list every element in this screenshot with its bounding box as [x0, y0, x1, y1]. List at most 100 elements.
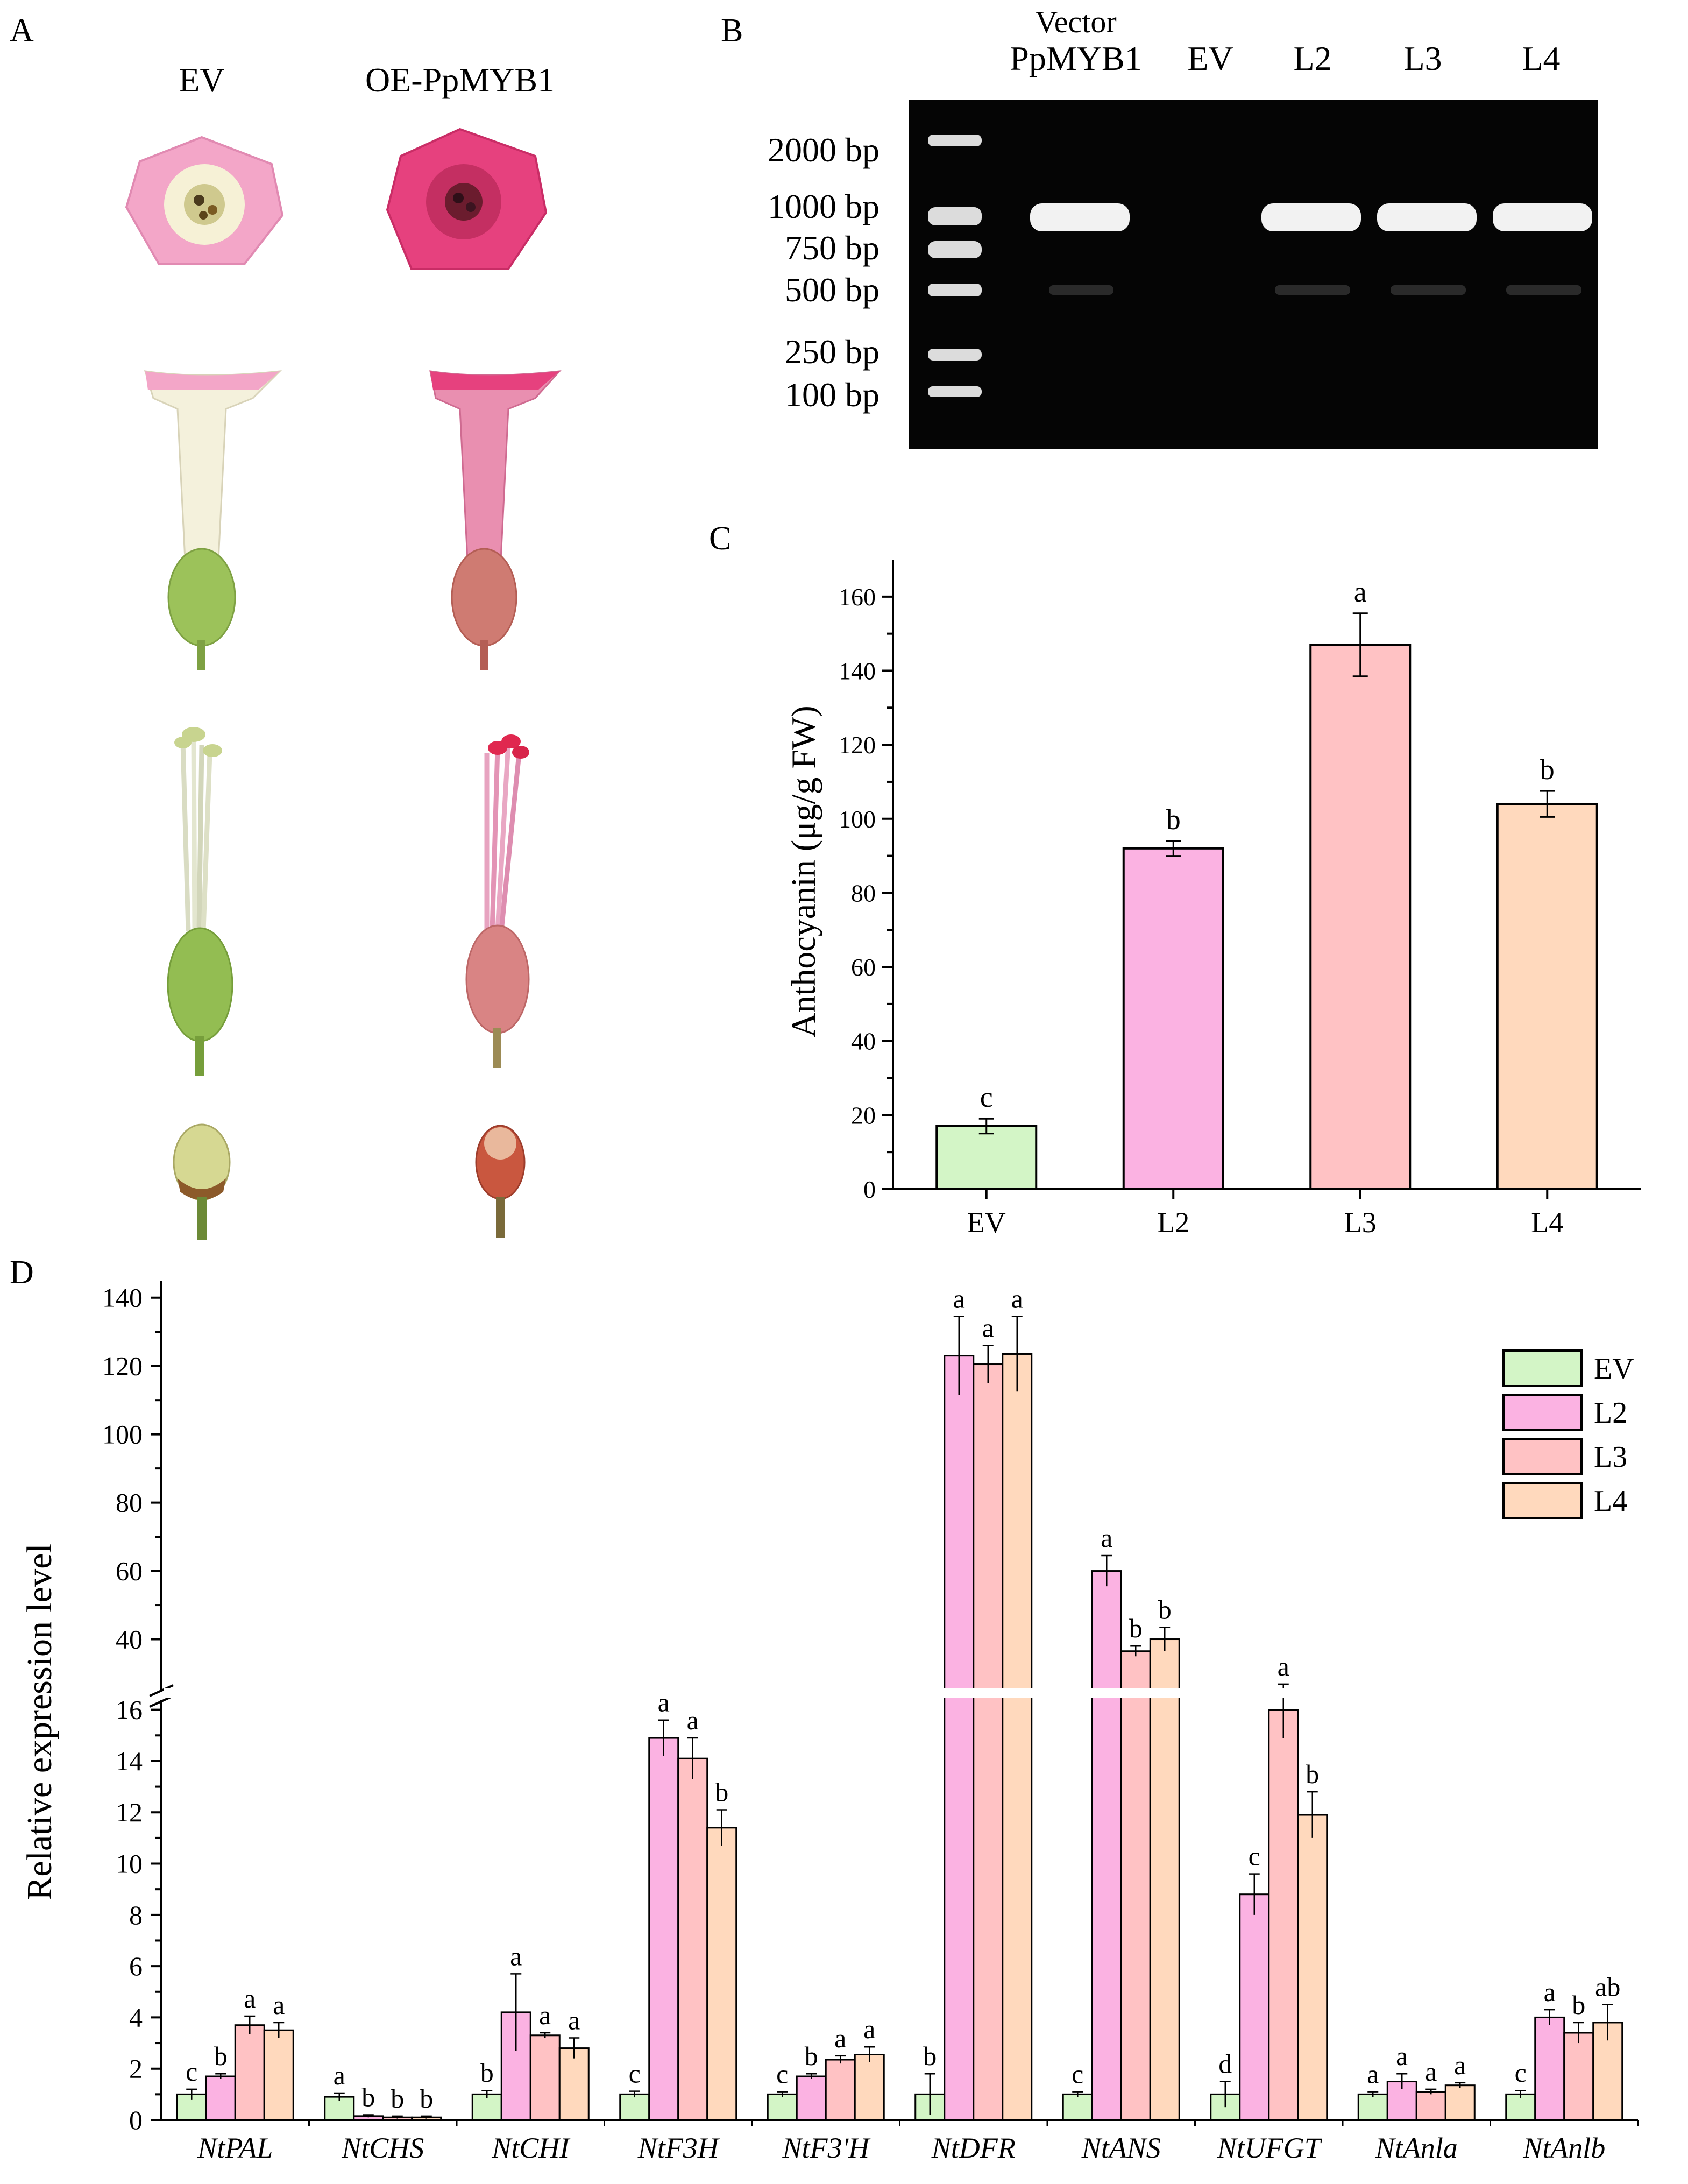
gel-band-vector: [1030, 203, 1130, 231]
chart-d-sig-letter: b: [420, 2083, 433, 2114]
chart-d-sig-letter: a: [953, 1284, 965, 1314]
legend-label-l2: L2: [1594, 1396, 1627, 1430]
panel-a-flowers: EV OE-PpMYB1: [125, 61, 562, 1240]
legend-swatch-l2: [1502, 1394, 1583, 1431]
chart-c-bar-ev: [935, 1125, 1038, 1190]
chart-d-xtick-label: NtF3H: [637, 2132, 720, 2164]
chart-d-bar-l4: [1002, 1353, 1033, 2121]
chart-c-ytick-label: 100: [839, 805, 876, 833]
gel-lane-label-vector-line2: PpMYB1: [1010, 39, 1141, 77]
chart-d-ytick-label: 10: [116, 1849, 143, 1879]
legend-label-l3: L3: [1594, 1440, 1627, 1474]
legend-swatch-l4: [1502, 1482, 1583, 1519]
ev-stamens: [167, 727, 233, 1076]
chart-d-ytick-label: 60: [116, 1556, 143, 1586]
chart-d-sig-letter: c: [1515, 2058, 1527, 2088]
chart-d-ylabel: Relative expression level: [20, 1543, 59, 1900]
chart-c-ytick-label: 120: [839, 731, 876, 759]
chart-d-legend: EV L2 L3 L4: [1502, 1349, 1634, 1519]
chart-d-sig-letter: c: [186, 2056, 197, 2087]
chart-d-bar-l2: [1239, 1893, 1270, 2121]
chart-d-bar-l4: [706, 1827, 737, 2121]
chart-d-sig-letter: a: [1101, 1523, 1112, 1553]
chart-d-bar-l3: [234, 2024, 265, 2121]
chart-d-sig-letter: a: [1396, 2041, 1408, 2071]
chart-d-ytick-label: 14: [116, 1746, 143, 1776]
ladder-label-1000: 1000 bp: [768, 187, 880, 225]
oe-flower-side: [429, 370, 562, 670]
chart-d-sig-letter: b: [480, 2058, 494, 2088]
chart-d-sig-letter: d: [1218, 2049, 1232, 2079]
chart-d-sig-letter: c: [776, 2059, 788, 2089]
chart-d-ytick-label: 120: [102, 1351, 143, 1381]
chart-d-xtick-label: NtANS: [1081, 2132, 1161, 2164]
panel-c-chart: Anthocyanin (μg/g FW) 0 20 40 60 80 100 120 140…: [784, 560, 1641, 1239]
chart-d-sig-letter: b: [391, 2083, 404, 2114]
chart-d-bar-l2: [648, 1737, 679, 2121]
chart-d-sig-letter: a: [1544, 1977, 1556, 2007]
chart-d-bar-ev: [1062, 2093, 1093, 2121]
chart-c-ytick-label: 0: [863, 1176, 876, 1203]
gel-faint-bands: [1049, 285, 1581, 295]
chart-d-sig-letter: a: [1011, 1284, 1023, 1314]
chart-d-sig-letter: b: [361, 2082, 375, 2112]
chart-d-bar-ev: [767, 2093, 798, 2121]
chart-d-bar-l4: [1444, 2084, 1476, 2121]
chart-d-bar-l4: [263, 2029, 294, 2121]
panel-a-col-oe-label: OE-PpMYB1: [365, 61, 555, 99]
ev-flower-side: [144, 370, 282, 670]
chart-d-sig-letter: a: [863, 2014, 875, 2044]
chart-d-ytick-label: 4: [129, 2002, 143, 2032]
chart-d-bar-l4: [1149, 1638, 1180, 2121]
chart-d-xtick-label: NtPAL: [197, 2132, 273, 2164]
chart-c-ytick-label: 40: [851, 1028, 876, 1055]
chart-c-ytick-label: 60: [851, 953, 876, 981]
panel-label-b: B: [721, 12, 743, 49]
chart-d-ytick-label: 12: [116, 1797, 143, 1827]
chart-d-bar-l2: [205, 2075, 236, 2121]
chart-d-ytick-label: 100: [102, 1419, 143, 1450]
chart-d-sig-letter: a: [510, 1941, 522, 1971]
chart-d-sig-letter: a: [687, 1705, 699, 1735]
chart-d-ytick-label: 2: [129, 2054, 143, 2084]
chart-d-sig-letter: a: [539, 2000, 551, 2030]
chart-d-sig-letter: c: [1072, 2059, 1083, 2089]
chart-c-xtick-label: L4: [1531, 1206, 1563, 1239]
chart-d-sig-letter: a: [244, 1983, 256, 2013]
chart-d-bar-l3: [973, 1363, 1004, 2121]
oe-flower-face: [386, 128, 548, 270]
gel-lane-label-l3: L3: [1403, 39, 1442, 77]
ladder-label-2000: 2000 bp: [768, 131, 880, 169]
ladder-label-500: 500 bp: [785, 271, 880, 309]
panel-a-col-ev-label: EV: [179, 61, 224, 99]
chart-c-ytick-label: 140: [839, 657, 876, 684]
chart-d-xtick-label: NtCHI: [491, 2132, 571, 2164]
panel-label-d: D: [10, 1254, 34, 1291]
chart-c-ytick-label: 160: [839, 583, 876, 611]
panel-label-a: A: [10, 12, 34, 49]
chart-d-bar-l4: [1297, 1814, 1328, 2121]
gel-band-l3: [1377, 203, 1477, 231]
chart-c-ylabel: Anthocyanin (μg/g FW): [784, 705, 822, 1037]
ladder-label-750: 750 bp: [785, 229, 880, 267]
chart-d-sig-letter: b: [923, 2041, 937, 2071]
chart-c-ytick-label: 80: [851, 879, 876, 907]
chart-d-bar-l3: [1120, 1650, 1151, 2121]
chart-d-ytick-label: 8: [129, 1900, 143, 1930]
chart-d-axes: 0 2 4 6 8 10 12 14 16 40 60 80 100 120 140 NtPAL NtCHS Nt…: [102, 1281, 1639, 2164]
chart-c-xtick-label: L2: [1157, 1206, 1189, 1239]
chart-d-sig-letter: b: [1306, 1759, 1319, 1789]
panel-d-chart: Relative expression level 0 2 4 6 8 10 12 14 16 4…: [20, 1281, 1639, 2164]
ladder-bands: [928, 135, 982, 397]
legend-label-ev: EV: [1594, 1352, 1634, 1386]
chart-d-sig-letter: b: [1129, 1613, 1143, 1643]
chart-d-sig-letter: a: [834, 2023, 846, 2053]
chart-c-xtick-label: EV: [967, 1206, 1006, 1239]
chart-d-xtick-label: NtAnla: [1375, 2132, 1458, 2164]
chart-d-bar-l4: [854, 2054, 885, 2121]
chart-d-sig-letter: a: [568, 2005, 580, 2035]
chart-d-sig-letter: b: [1158, 1594, 1172, 1624]
chart-c-sig-letter: c: [980, 1081, 993, 1113]
chart-d-sig-letter: a: [1278, 1651, 1289, 1681]
